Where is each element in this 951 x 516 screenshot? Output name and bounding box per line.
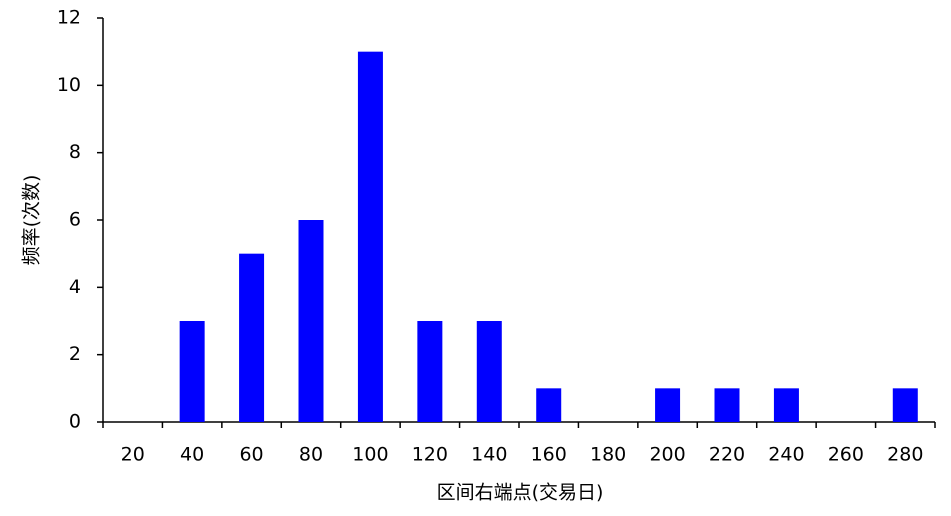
bar — [417, 321, 443, 422]
x-tick-label: 20 — [121, 444, 145, 466]
x-tick-label: 220 — [709, 444, 745, 466]
x-tick-label: 260 — [828, 444, 864, 466]
bar — [655, 388, 681, 422]
bar — [239, 253, 265, 422]
x-tick-label: 120 — [412, 444, 448, 466]
bar — [536, 388, 562, 422]
y-tick-label: 4 — [69, 276, 81, 298]
x-tick-label: 100 — [352, 444, 388, 466]
bar — [892, 388, 918, 422]
bar — [476, 321, 502, 422]
bar — [714, 388, 740, 422]
bar — [179, 321, 205, 422]
x-axis-label: 区间右端点(交易日) — [437, 482, 604, 504]
x-tick-label: 280 — [887, 444, 923, 466]
y-tick-label: 0 — [69, 411, 81, 433]
y-tick-label: 10 — [57, 74, 81, 96]
x-tick-label: 160 — [531, 444, 567, 466]
y-axis-label: 频率(次数) — [21, 175, 43, 266]
y-tick-label: 8 — [69, 141, 81, 163]
x-tick-label: 80 — [299, 444, 323, 466]
y-tick-label: 6 — [69, 209, 81, 231]
y-tick-label: 12 — [57, 7, 81, 29]
bar — [357, 51, 383, 423]
x-tick-label: 240 — [768, 444, 804, 466]
x-tick-label: 180 — [590, 444, 626, 466]
x-tick-label: 200 — [649, 444, 685, 466]
x-tick-label: 60 — [239, 444, 263, 466]
x-tick-label: 140 — [471, 444, 507, 466]
bar — [773, 388, 799, 422]
x-tick-label: 40 — [180, 444, 204, 466]
bar — [298, 220, 324, 422]
y-tick-label: 2 — [69, 343, 81, 365]
